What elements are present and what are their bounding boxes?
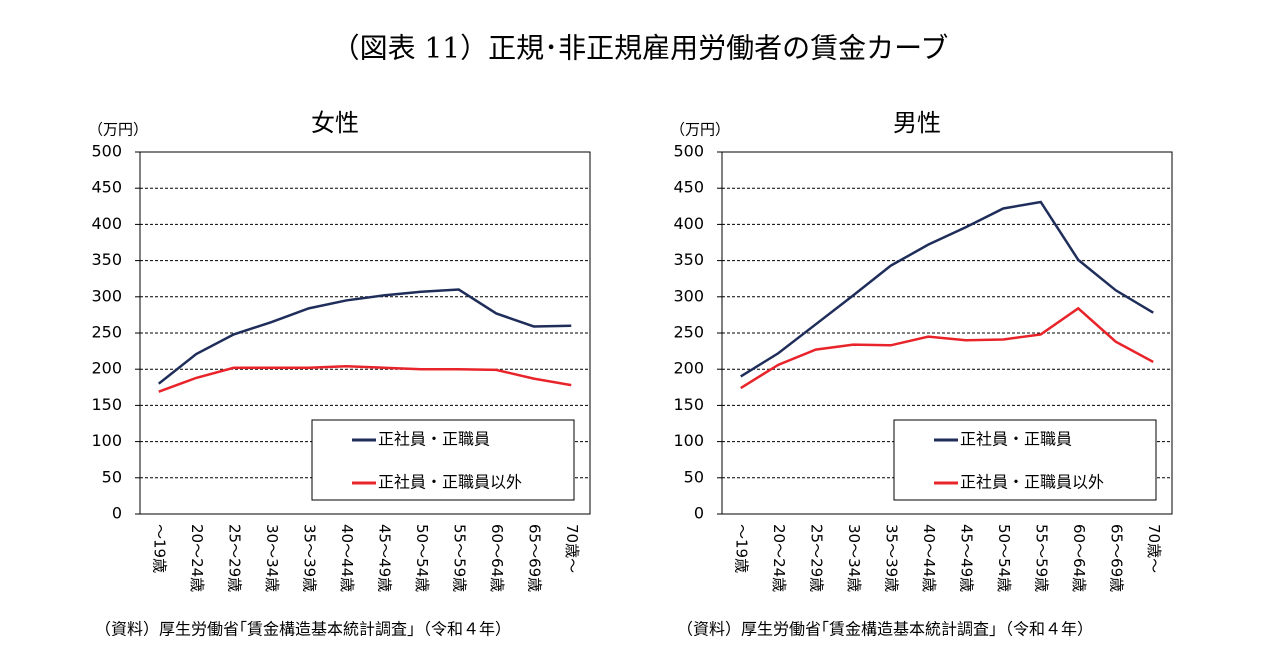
- x-tick-label: 35～39歳: [882, 524, 900, 592]
- legend-label: 正社員・正職員以外: [378, 473, 522, 492]
- y-tick-label: 0: [112, 504, 122, 523]
- source-note: （資料）厚生労働省｢賃金構造基本統計調査｣（令和４年）: [95, 620, 511, 639]
- legend-label: 正社員・正職員: [960, 430, 1072, 449]
- y-tick-label: 450: [91, 178, 122, 197]
- x-tick-label: 70歳～: [1145, 524, 1163, 573]
- y-tick-label: 350: [673, 250, 704, 269]
- x-tick-label: 30～34歳: [845, 524, 863, 592]
- y-tick-label: 450: [673, 178, 704, 197]
- y-tick-label: 100: [91, 431, 122, 450]
- x-tick-label: 50～54歳: [995, 524, 1013, 592]
- x-tick-label: 50～54歳: [413, 524, 431, 592]
- series-line: [158, 365, 572, 393]
- y-tick-label: 100: [673, 431, 704, 450]
- x-tick-label: 25～29歳: [225, 524, 243, 592]
- series-line: [740, 306, 1154, 390]
- y-tick-label: 300: [91, 286, 122, 305]
- y-tick-label: 150: [673, 395, 704, 414]
- x-tick-label: 40～44歳: [920, 524, 938, 592]
- legend-label: 正社員・正職員: [378, 430, 490, 449]
- legend-box: [311, 419, 575, 501]
- y-tick-label: 500: [91, 142, 122, 161]
- series-line: [157, 288, 572, 385]
- page-title: （図表 11）正規･非正規雇用労働者の賃金カーブ: [332, 32, 949, 65]
- y-tick-label: 150: [91, 395, 122, 414]
- y-tick-label: 200: [91, 359, 122, 378]
- y-tick-label: 250: [91, 323, 122, 342]
- x-tick-label: 45～49歳: [957, 524, 975, 592]
- x-tick-label: 35～39歳: [300, 524, 318, 592]
- x-tick-label: 65～69歳: [1107, 524, 1125, 592]
- x-tick-label: 20～24歳: [188, 524, 206, 592]
- legend-box: [893, 419, 1157, 501]
- plot-frame: [139, 151, 591, 515]
- y-tick-label: 300: [673, 286, 704, 305]
- x-tick-label: 55～59歳: [1032, 524, 1050, 592]
- y-tick-label: 350: [91, 250, 122, 269]
- chart: 女性 （万円） 0 50 100 150 200 250 300 350 400 450 500 ～19歳…: [88, 109, 591, 639]
- y-tick-label: 50: [684, 467, 704, 486]
- x-tick-label: 55～59歳: [450, 524, 468, 592]
- chart-title: 女性: [311, 109, 359, 137]
- x-tick-label: 30～34歳: [263, 524, 281, 592]
- plot-frame: [721, 151, 1173, 515]
- x-tick-label: 25～29歳: [807, 524, 825, 592]
- legend-label: 正社員・正職員以外: [960, 473, 1104, 492]
- y-tick-label: 400: [673, 214, 704, 233]
- chart: 男性 （万円） 0 50 100 150 200 250 300 350 400 450 500 ～19歳…: [670, 109, 1173, 639]
- x-tick-label: 60～64歳: [1070, 524, 1088, 592]
- x-tick-label: ～19歳: [150, 524, 168, 573]
- y-tick-label: 0: [694, 504, 704, 523]
- y-axis-label: （万円）: [670, 121, 730, 139]
- x-tick-label: 70歳～: [563, 524, 581, 573]
- x-tick-label: 20～24歳: [770, 524, 788, 592]
- series-line: [740, 200, 1154, 378]
- x-tick-label: 45～49歳: [375, 524, 393, 592]
- source-note: （資料）厚生労働省｢賃金構造基本統計調査｣（令和４年）: [677, 620, 1093, 639]
- x-tick-label: 40～44歳: [338, 524, 356, 592]
- y-tick-label: 250: [673, 323, 704, 342]
- chart-title: 男性: [893, 109, 941, 137]
- y-tick-label: 400: [91, 214, 122, 233]
- y-tick-label: 50: [102, 467, 122, 486]
- y-axis-label: （万円）: [88, 121, 148, 139]
- y-tick-label: 200: [673, 359, 704, 378]
- x-tick-label: 60～64歳: [488, 524, 506, 592]
- x-tick-label: 65～69歳: [525, 524, 543, 592]
- y-tick-label: 500: [673, 142, 704, 161]
- x-tick-label: ～19歳: [732, 524, 750, 573]
